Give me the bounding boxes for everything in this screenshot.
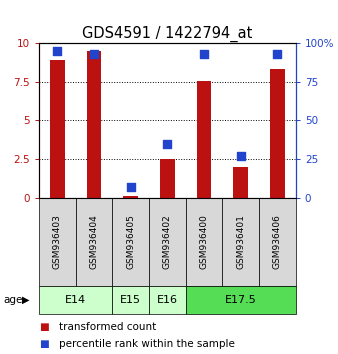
Point xyxy=(275,51,280,57)
Text: GSM936405: GSM936405 xyxy=(126,215,135,269)
Text: E17.5: E17.5 xyxy=(225,295,257,305)
Bar xyxy=(222,198,259,286)
Text: GSM936400: GSM936400 xyxy=(199,215,209,269)
Text: E16: E16 xyxy=(157,295,178,305)
Point xyxy=(238,153,243,159)
Text: GSM936403: GSM936403 xyxy=(53,215,62,269)
Bar xyxy=(50,60,65,198)
Bar xyxy=(112,198,149,286)
Bar xyxy=(160,159,175,198)
Text: percentile rank within the sample: percentile rank within the sample xyxy=(59,339,235,349)
Text: GSM936406: GSM936406 xyxy=(273,215,282,269)
Text: ■: ■ xyxy=(39,339,49,349)
Bar xyxy=(186,286,296,314)
Text: GSM936402: GSM936402 xyxy=(163,215,172,269)
Bar xyxy=(233,167,248,198)
Text: ▶: ▶ xyxy=(22,295,29,305)
Text: E14: E14 xyxy=(65,295,86,305)
Bar xyxy=(123,196,138,198)
Bar xyxy=(186,198,222,286)
Text: ■: ■ xyxy=(39,322,49,332)
Bar xyxy=(39,198,76,286)
Bar xyxy=(197,81,211,198)
Point xyxy=(128,184,133,190)
Bar xyxy=(39,286,112,314)
Text: age: age xyxy=(3,295,23,305)
Text: GSM936404: GSM936404 xyxy=(90,215,98,269)
Bar xyxy=(259,198,296,286)
Title: GDS4591 / 1422794_at: GDS4591 / 1422794_at xyxy=(82,25,252,42)
Point xyxy=(165,141,170,147)
Point xyxy=(54,48,60,53)
Bar xyxy=(149,198,186,286)
Point xyxy=(201,51,207,57)
Bar xyxy=(149,286,186,314)
Text: transformed count: transformed count xyxy=(59,322,156,332)
Bar xyxy=(112,286,149,314)
Text: E15: E15 xyxy=(120,295,141,305)
Bar xyxy=(270,69,285,198)
Bar xyxy=(76,198,112,286)
Point xyxy=(91,51,97,57)
Text: GSM936401: GSM936401 xyxy=(236,215,245,269)
Bar xyxy=(87,51,101,198)
